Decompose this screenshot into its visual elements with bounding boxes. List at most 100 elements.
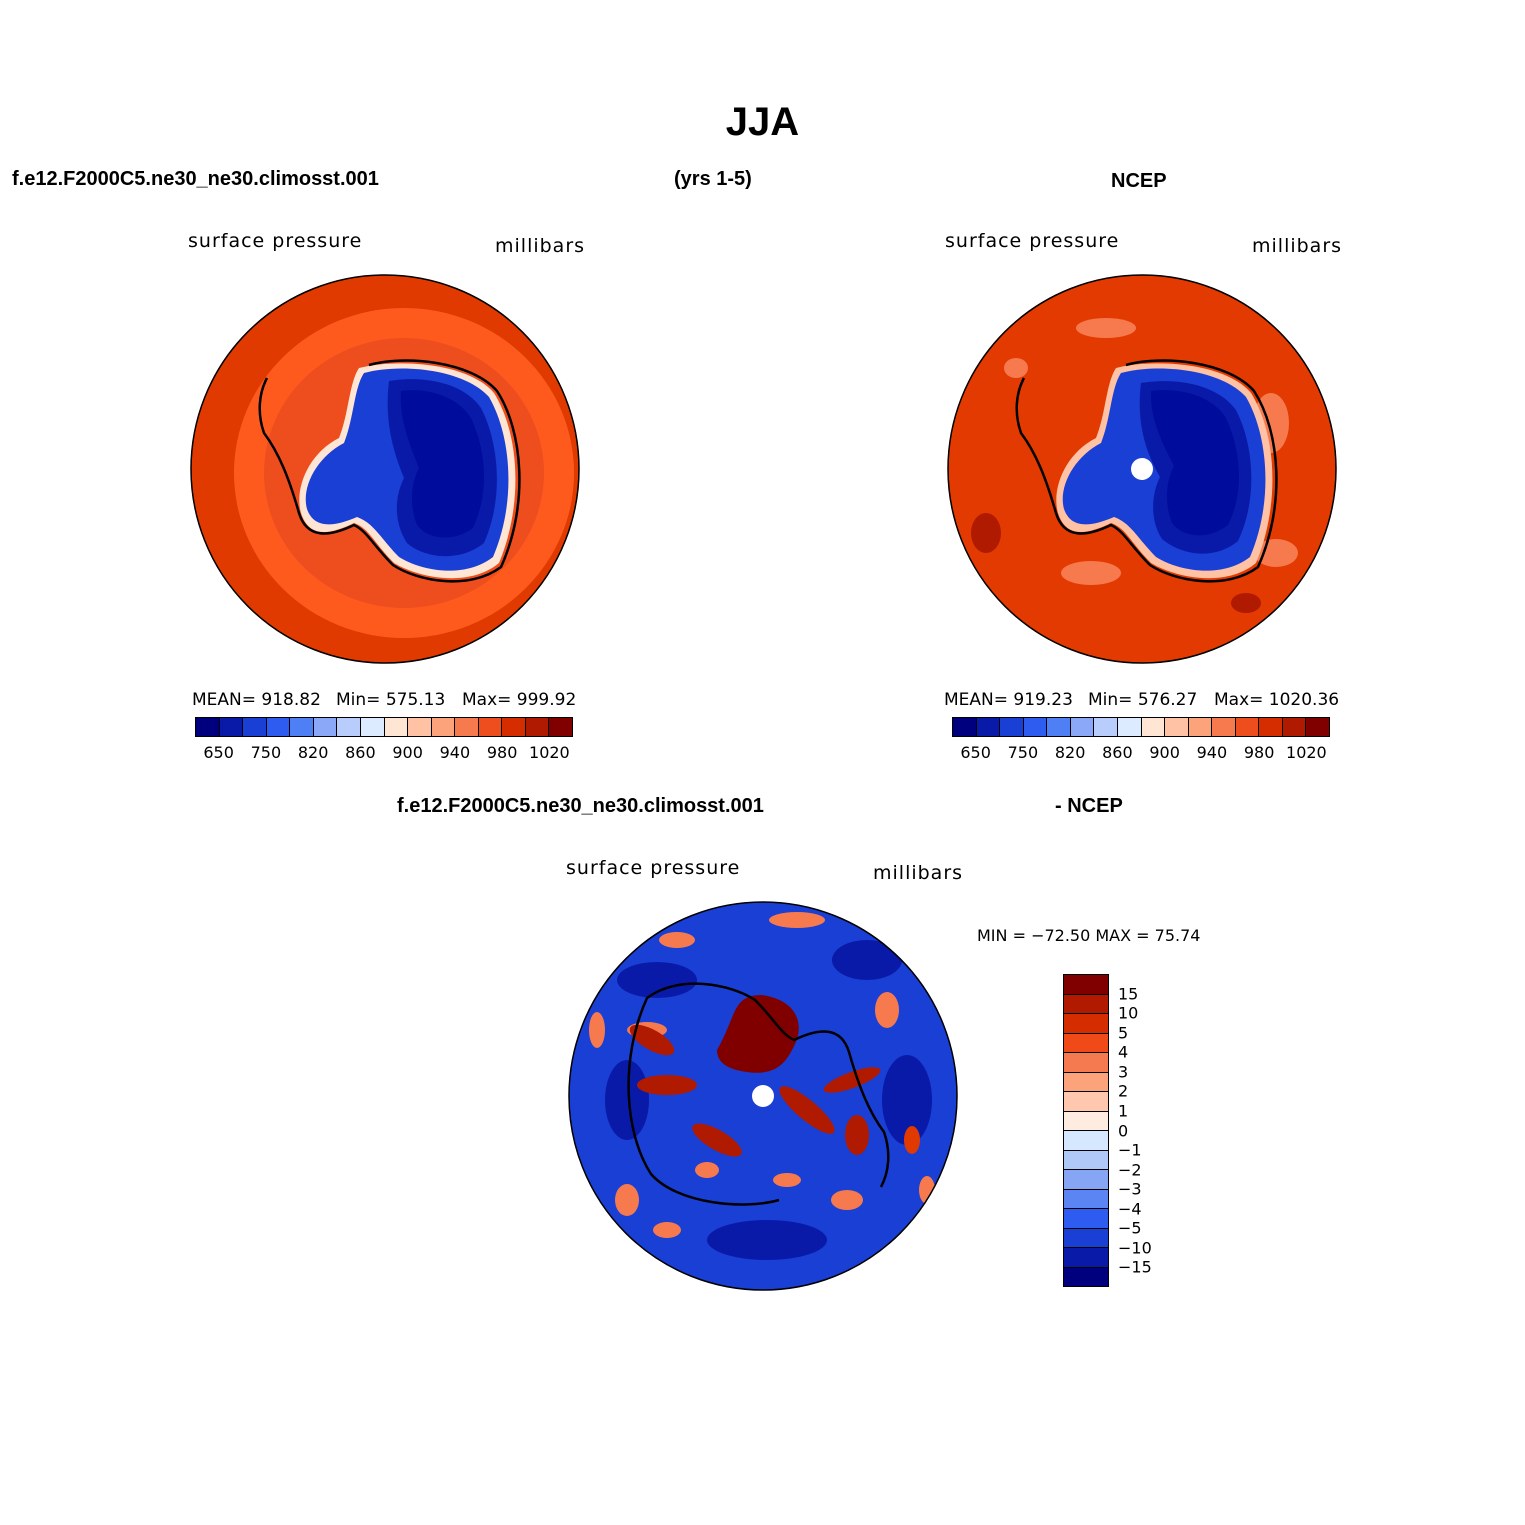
panel1-max: Max= 999.92 bbox=[462, 690, 577, 710]
years-label: (yrs 1-5) bbox=[674, 168, 752, 190]
obs-name: NCEP bbox=[1111, 170, 1167, 192]
colorbar-box bbox=[1064, 975, 1108, 995]
colorbar-box bbox=[478, 718, 503, 736]
panel2-units: millibars bbox=[1252, 235, 1343, 257]
colorbar-box bbox=[1064, 1170, 1108, 1190]
colorbar-box bbox=[1188, 718, 1213, 736]
panel1-mean: MEAN= 918.82 bbox=[192, 690, 321, 710]
colorbar-box bbox=[337, 718, 361, 736]
colorbar-tick-label: 10 bbox=[1118, 1003, 1139, 1023]
colorbar-box bbox=[1306, 718, 1329, 736]
panel2-map bbox=[947, 274, 1337, 664]
colorbar-box bbox=[431, 718, 456, 736]
colorbar-box bbox=[1117, 718, 1142, 736]
colorbar-tick-label: 3 bbox=[1118, 1062, 1129, 1082]
diff-obs-name: - NCEP bbox=[1055, 795, 1123, 817]
panel2-variable: surface pressure bbox=[945, 230, 1120, 252]
colorbar-box bbox=[549, 718, 572, 736]
colorbar-box bbox=[502, 718, 526, 736]
colorbar-box bbox=[1165, 718, 1189, 736]
colorbar-box bbox=[1064, 1111, 1108, 1131]
panel3-minmax: MIN = −72.50 MAX = 75.74 bbox=[977, 926, 1201, 945]
panel3-map bbox=[568, 901, 958, 1291]
colorbar-tick-label: 5 bbox=[1118, 1023, 1129, 1043]
colorbar-tick-label: −3 bbox=[1118, 1179, 1142, 1199]
colorbar-tick-label: −4 bbox=[1118, 1199, 1142, 1219]
colorbar-tick-label: −15 bbox=[1118, 1257, 1152, 1277]
colorbar-box bbox=[1023, 718, 1048, 736]
colorbar-box bbox=[1064, 1228, 1108, 1248]
colorbar-box bbox=[243, 718, 267, 736]
colorbar-tick-label: 940 bbox=[439, 743, 471, 762]
colorbar-tick-label: 0 bbox=[1118, 1121, 1129, 1140]
colorbar-tick-label: 1020 bbox=[529, 743, 570, 762]
colorbar-box bbox=[290, 718, 314, 736]
colorbar-box bbox=[455, 718, 479, 736]
colorbar-box bbox=[1064, 1131, 1108, 1151]
colorbar-box bbox=[408, 718, 432, 736]
panel2-mean: MEAN= 919.23 bbox=[944, 690, 1073, 710]
colorbar-box bbox=[1064, 1033, 1108, 1053]
colorbar-box bbox=[1259, 718, 1283, 736]
colorbar-box bbox=[1094, 718, 1118, 736]
panel3-variable: surface pressure bbox=[566, 857, 741, 879]
diff-colorbar-ticks: 15 10 5 4 3 2 1 0 −1 −2 −3 −4 −5 −10 −15 bbox=[1118, 974, 1178, 1287]
colorbar-tick-label: 900 bbox=[1149, 743, 1180, 762]
colorbar-tick-label: 750 bbox=[250, 743, 282, 762]
colorbar-box bbox=[1047, 718, 1071, 736]
colorbar-box bbox=[1064, 1248, 1108, 1268]
colorbar-tick-label: 940 bbox=[1196, 743, 1228, 762]
colorbar-tick-label: 650 bbox=[203, 743, 234, 762]
diff-colorbar bbox=[1063, 974, 1109, 1287]
colorbar-box bbox=[1064, 994, 1108, 1014]
colorbar-tick-label: 15 bbox=[1118, 984, 1139, 1004]
colorbar-tick-label: 650 bbox=[960, 743, 991, 762]
colorbar-box bbox=[196, 718, 220, 736]
colorbar-box bbox=[266, 718, 291, 736]
panel1-min: Min= 575.13 bbox=[336, 690, 446, 710]
colorbar-box bbox=[953, 718, 977, 736]
colorbar-tick-label: 750 bbox=[1007, 743, 1039, 762]
colorbar-box bbox=[1235, 718, 1260, 736]
panel1-colorbar bbox=[195, 717, 573, 737]
colorbar-tick-label: 860 bbox=[1102, 743, 1133, 762]
panel1-units: millibars bbox=[495, 235, 586, 257]
colorbar-tick-label: 900 bbox=[392, 743, 423, 762]
panel1-map bbox=[190, 274, 580, 664]
colorbar-tick-label: 4 bbox=[1118, 1042, 1129, 1062]
panel2-max: Max= 1020.36 bbox=[1214, 690, 1340, 710]
colorbar-tick-label: −1 bbox=[1118, 1140, 1142, 1160]
colorbar-box bbox=[1282, 718, 1307, 736]
colorbar-box bbox=[1141, 718, 1166, 736]
colorbar-tick-label: 820 bbox=[297, 743, 329, 762]
colorbar-box bbox=[384, 718, 409, 736]
panel2-colorbar-ticks: 650 750 820 860 900 940 980 1020 bbox=[952, 743, 1330, 763]
colorbar-tick-label: −5 bbox=[1118, 1218, 1142, 1238]
colorbar-box bbox=[1000, 718, 1024, 736]
figure-title: JJA bbox=[725, 100, 800, 144]
colorbar-tick-label: 980 bbox=[486, 743, 518, 762]
colorbar-box bbox=[976, 718, 1001, 736]
colorbar-tick-label: −2 bbox=[1118, 1160, 1142, 1180]
colorbar-tick-label: 2 bbox=[1118, 1081, 1129, 1101]
colorbar-box bbox=[1064, 1189, 1108, 1209]
colorbar-box bbox=[360, 718, 385, 736]
colorbar-box bbox=[219, 718, 244, 736]
colorbar-tick-label: 1 bbox=[1118, 1101, 1129, 1121]
colorbar-box bbox=[313, 718, 338, 736]
colorbar-box bbox=[1070, 718, 1095, 736]
colorbar-box bbox=[1212, 718, 1236, 736]
panel2-colorbar bbox=[952, 717, 1330, 737]
colorbar-box bbox=[1064, 1053, 1108, 1073]
colorbar-box bbox=[525, 718, 550, 736]
colorbar-box bbox=[1064, 1267, 1108, 1286]
colorbar-box bbox=[1064, 1150, 1108, 1170]
colorbar-box bbox=[1064, 1072, 1108, 1092]
diff-case-name: f.e12.F2000C5.ne30_ne30.climosst.001 bbox=[397, 795, 764, 817]
case-name: f.e12.F2000C5.ne30_ne30.climosst.001 bbox=[12, 168, 379, 190]
colorbar-box bbox=[1064, 1014, 1108, 1034]
colorbar-tick-label: 860 bbox=[345, 743, 376, 762]
colorbar-box bbox=[1064, 1092, 1108, 1112]
colorbar-tick-label: 820 bbox=[1054, 743, 1086, 762]
panel1-variable: surface pressure bbox=[188, 230, 363, 252]
